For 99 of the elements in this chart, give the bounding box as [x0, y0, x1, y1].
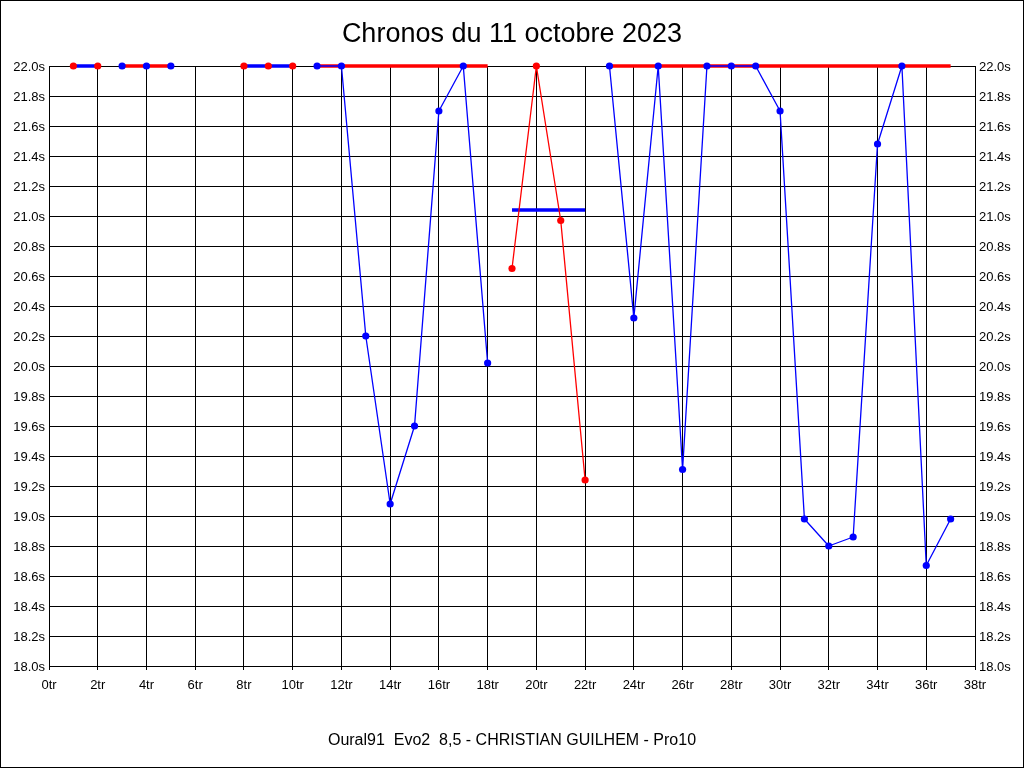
y2-tick-label: 21.6s	[979, 118, 1012, 134]
point	[118, 62, 126, 70]
point	[922, 561, 930, 570]
y-tick-label: 19.6s	[13, 418, 46, 434]
y2-tick-label: 18.8s	[979, 538, 1012, 554]
y-tick-label: 18.0s	[13, 658, 46, 674]
point	[630, 314, 638, 322]
y2-tick-label: 20.2s	[979, 328, 1012, 344]
y-tick-label: 18.4s	[13, 598, 46, 614]
point	[264, 62, 272, 70]
point	[557, 216, 565, 225]
y2-tick-label: 21.0s	[979, 208, 1012, 224]
x-tick-label: 24tr	[622, 677, 646, 692]
y-tick-label: 21.4s	[13, 148, 46, 164]
x-tick-label: 20tr	[525, 677, 549, 692]
y-tick-label: 21.2s	[13, 178, 46, 194]
y2-tick-label: 21.8s	[979, 88, 1012, 104]
y2-tick-label: 18.0s	[979, 658, 1012, 674]
point	[825, 542, 833, 550]
point	[581, 476, 589, 484]
y-tick-label: 19.0s	[13, 508, 46, 524]
x-tick-label: 6tr	[187, 677, 204, 692]
y-tick-label: 20.4s	[13, 298, 46, 314]
point	[435, 107, 443, 115]
x-tick-label: 10tr	[281, 677, 305, 692]
point	[898, 62, 906, 70]
point	[94, 62, 102, 70]
text: Oural91 Evo2 8,5 - CHRISTIAN GUILHEM - Pro10	[327, 731, 697, 748]
y-tick-label: 19.2s	[13, 478, 46, 494]
point	[508, 264, 516, 273]
y2-tick-label: 18.6s	[979, 568, 1012, 584]
point	[240, 62, 248, 70]
point	[703, 62, 711, 70]
y-tick-label: 21.8s	[13, 88, 46, 104]
point	[873, 140, 882, 148]
y-tick-label: 21.0s	[13, 208, 46, 224]
y2-tick-label: 19.4s	[979, 448, 1012, 464]
point	[167, 62, 175, 70]
point	[532, 62, 540, 70]
point	[386, 500, 394, 508]
point	[800, 515, 809, 523]
x-tick-label: 16tr	[427, 677, 451, 692]
y-tick-label: 19.4s	[13, 448, 46, 464]
point	[313, 62, 321, 70]
x-tick-label: 38tr	[963, 677, 987, 692]
point	[849, 533, 857, 541]
y-tick-label: 20.6s	[13, 268, 46, 284]
y2-tick-label: 19.0s	[979, 508, 1012, 524]
x-tick-label: 4tr	[138, 677, 155, 692]
x-tick-label: 2tr	[90, 677, 106, 692]
x-tick-label: 28tr	[720, 677, 744, 692]
y-tick-label: 18.6s	[13, 568, 46, 584]
y2-tick-label: 21.4s	[979, 148, 1012, 164]
y-tick-label: 20.2s	[13, 328, 46, 344]
y2-tick-label: 20.6s	[979, 268, 1012, 284]
y2-tick-label: 20.8s	[979, 238, 1012, 254]
x-tick-label: 8tr	[236, 677, 253, 692]
point	[727, 62, 735, 70]
y-tick-label: 19.8s	[13, 388, 46, 404]
y-tick-label: 18.2s	[13, 628, 46, 644]
x-tick-label: 32tr	[817, 677, 841, 692]
point	[776, 107, 784, 115]
y2-tick-label: 22.0s	[979, 58, 1012, 74]
point	[678, 465, 687, 474]
y2-tick-label: 18.4s	[979, 598, 1012, 614]
y2-tick-label: 18.2s	[979, 628, 1012, 644]
y-tick-label: 18.8s	[13, 538, 46, 554]
point	[947, 515, 955, 523]
point	[362, 332, 370, 340]
y2-tick-label: 20.4s	[979, 298, 1012, 314]
x-tick-label: 22tr	[573, 677, 597, 692]
y-tick-label: 21.6s	[13, 118, 46, 134]
y-tick-label: 20.0s	[13, 358, 46, 374]
point	[484, 359, 492, 367]
x-tick-label: 12tr	[330, 677, 354, 692]
y2-tick-label: 19.8s	[979, 388, 1012, 404]
x-tick-label: 34tr	[866, 677, 890, 692]
y2-tick-label: 19.2s	[979, 478, 1012, 494]
y-tick-label: 20.8s	[13, 238, 46, 254]
point	[459, 62, 467, 70]
x-tick-label: 18tr	[476, 677, 500, 692]
point	[289, 62, 297, 70]
y2-tick-label: 19.6s	[979, 418, 1012, 434]
chart-title: Chronos du 11 octobre 2023	[341, 18, 683, 48]
y2-tick-label: 21.2s	[979, 178, 1012, 194]
point	[142, 62, 151, 70]
point	[337, 62, 346, 70]
x-tick-label: 0tr	[41, 677, 58, 692]
x-tick-label: 14tr	[378, 677, 403, 692]
point	[752, 62, 760, 70]
x-tick-label: 26tr	[671, 677, 695, 692]
x-tick-label: 30tr	[768, 677, 792, 692]
point	[605, 62, 614, 70]
point	[410, 422, 419, 430]
x-tick-label: 36tr	[915, 677, 939, 692]
point	[69, 62, 77, 70]
y-tick-label: 22.0s	[13, 58, 46, 74]
point	[654, 62, 662, 70]
y2-tick-label: 20.0s	[979, 358, 1012, 374]
